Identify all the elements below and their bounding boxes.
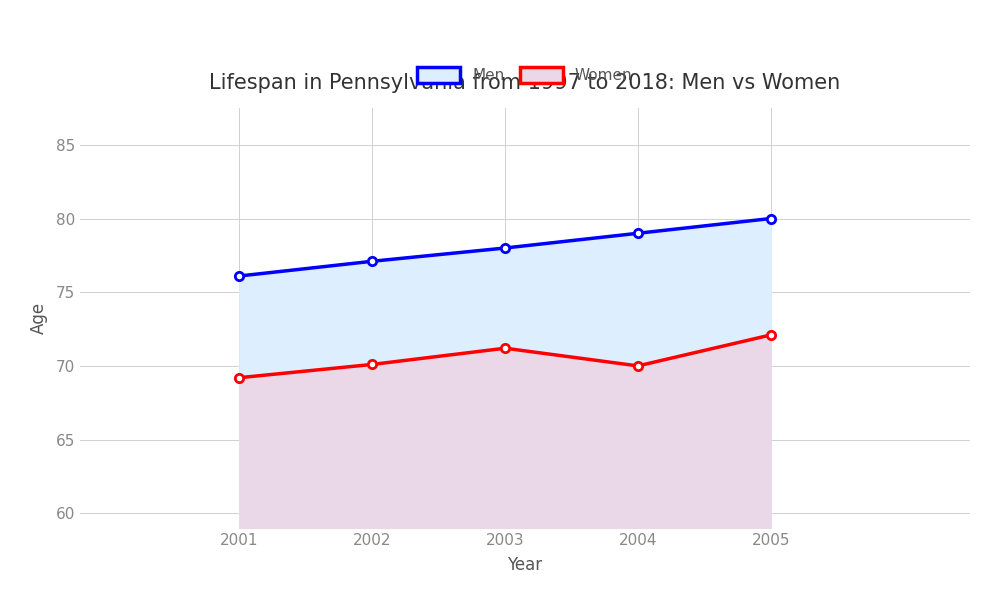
Title: Lifespan in Pennsylvania from 1997 to 2018: Men vs Women: Lifespan in Pennsylvania from 1997 to 20…: [209, 73, 841, 92]
X-axis label: Year: Year: [507, 556, 543, 574]
Legend: Men, Women: Men, Women: [411, 61, 639, 89]
Y-axis label: Age: Age: [29, 302, 47, 334]
